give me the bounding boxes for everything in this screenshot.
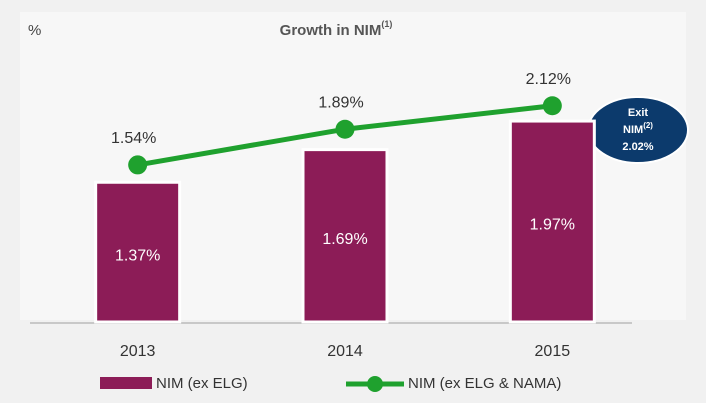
line-marker (542, 96, 562, 116)
line-marker (128, 155, 148, 175)
unit-label: % (28, 22, 41, 39)
chart-title: Growth in NIM(1) (280, 19, 393, 39)
line-marker (335, 119, 355, 139)
title-note: (1) (381, 19, 392, 29)
x-tick-label: 2014 (327, 343, 363, 360)
title-text: Growth in NIM (280, 22, 382, 39)
bar (94, 180, 182, 324)
line-value-label: 2.12% (526, 71, 571, 88)
legend-label: NIM (ex ELG & NAMA) (408, 375, 561, 392)
annotation-line: NIM(2) (623, 121, 653, 136)
annotation-note: (2) (643, 121, 653, 130)
bar (508, 119, 596, 324)
line-value-label: 1.54% (111, 130, 156, 147)
line-value-label: 1.89% (318, 94, 363, 111)
bar-value-label: 1.69% (322, 231, 367, 248)
annotation-text: NIM (623, 124, 643, 136)
annotation-line: Exit (628, 107, 649, 119)
legend-swatch (100, 377, 152, 389)
x-tick-label: 2015 (535, 343, 571, 360)
bar (301, 148, 389, 324)
annotation-value: 2.02% (622, 141, 653, 153)
bar-value-label: 1.97% (530, 217, 575, 234)
legend-label: NIM (ex ELG) (156, 375, 248, 392)
bar-value-label: 1.37% (115, 247, 160, 264)
legend-swatch-marker (367, 376, 383, 392)
x-tick-label: 2013 (120, 343, 156, 360)
